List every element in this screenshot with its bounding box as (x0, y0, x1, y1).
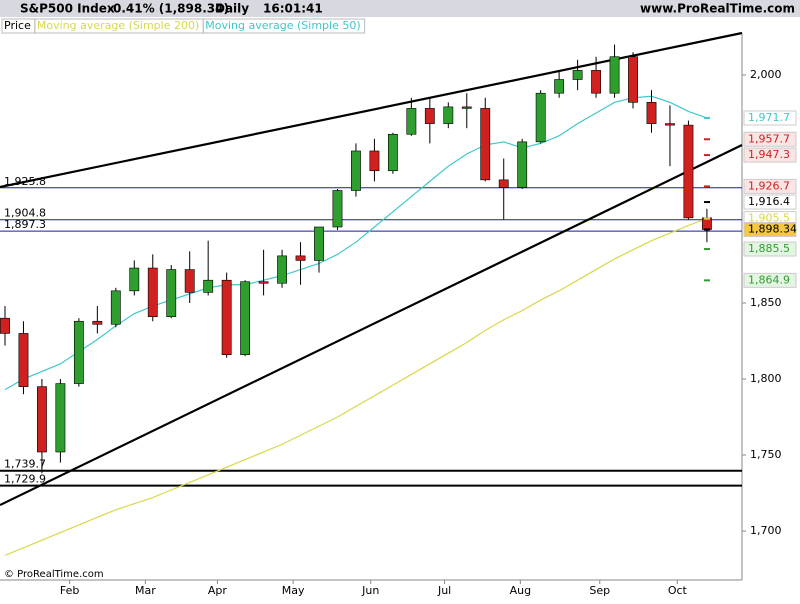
level-badge (743, 272, 797, 288)
x-tick-label: Sep (589, 584, 610, 597)
y-tick-label: 2,000 (750, 68, 782, 81)
candle-body (480, 108, 491, 181)
candle-body (461, 106, 472, 109)
x-tick-label: Mar (135, 584, 156, 597)
legend-entry: Moving average (Simple 200) (37, 19, 199, 32)
level-label: 1,947.3 (748, 148, 790, 161)
candle-body (277, 255, 287, 284)
candle-body (628, 56, 638, 103)
candle-body (18, 333, 29, 387)
level-label: 1,971.7 (748, 111, 790, 124)
candle-body (110, 290, 121, 325)
candle-body (332, 190, 343, 228)
footer: © ProRealTime.com (4, 569, 104, 580)
level-label: 1,864.9 (748, 273, 790, 286)
candle-body (221, 279, 232, 355)
legend-entry: Price (4, 19, 31, 32)
candle-body (166, 269, 177, 317)
x-tick-label: Aug (510, 584, 531, 597)
candle-body (37, 386, 47, 453)
candle-body (665, 123, 675, 126)
candle-body (554, 79, 565, 94)
candle-body (258, 281, 269, 284)
y-tick-label: 1,700 (750, 524, 782, 537)
candle-body (184, 269, 195, 293)
x-tick-label: Jun (361, 584, 379, 597)
level-badge (743, 178, 797, 194)
candle-body (609, 56, 620, 94)
candle-body (129, 267, 140, 292)
horizontal-line-label: 1,904.8 (4, 207, 46, 220)
moving-average-line (4, 218, 708, 556)
level-badge (743, 194, 797, 210)
site-link[interactable]: www.ProRealTime.com (640, 2, 795, 16)
level-label: 1,905.5 (748, 212, 790, 225)
y-tick-label: 1,750 (750, 448, 782, 461)
period: Daily (215, 2, 249, 16)
candle-body (73, 320, 84, 384)
horizontal-line-label: 1,897.3 (4, 218, 46, 231)
level-badge (743, 241, 797, 257)
candle-body (55, 383, 66, 453)
moving-average-line (4, 95, 708, 391)
candle-body (535, 92, 546, 143)
level-label: 1,926.7 (748, 179, 790, 192)
candle-body (314, 226, 324, 261)
level-label: 1,898.34 (748, 223, 797, 236)
x-tick-label: Jul (437, 584, 451, 597)
x-tick-label: Apr (208, 584, 228, 597)
x-tick-label: Oct (668, 584, 688, 597)
level-label: 1,916.4 (748, 195, 790, 208)
candle-body (683, 124, 694, 219)
level-badge (743, 147, 797, 163)
horizontal-line-label: 1,739.7 (4, 458, 46, 471)
candle-body (147, 267, 158, 317)
candle-body (646, 102, 657, 124)
level-badge (743, 110, 797, 126)
legend-box (202, 18, 366, 34)
candle-body (203, 279, 214, 293)
level-label: 1,957.7 (748, 132, 790, 145)
level-badge (743, 222, 797, 238)
candle-body (443, 106, 454, 124)
x-tick-label: May (282, 584, 305, 597)
candle-body (424, 108, 435, 124)
candle-body (295, 255, 306, 261)
clock: 16:01:41 (263, 2, 323, 16)
candle-body (572, 70, 583, 80)
candle-body (591, 70, 601, 94)
candle-body (369, 150, 380, 172)
header-bar (0, 0, 800, 17)
candle-body (498, 179, 509, 188)
legend-entry: Moving average (Simple 50) (205, 19, 360, 32)
y-tick-label: 1,800 (750, 372, 782, 385)
instrument-title: S&P500 Index (20, 2, 115, 16)
candle-body (387, 133, 398, 172)
candle-body (92, 320, 103, 325)
candle-body (0, 317, 10, 334)
candle-body (351, 150, 361, 191)
candle-body (240, 281, 251, 355)
candle-body (406, 108, 417, 135)
level-label: 1,885.5 (748, 242, 790, 255)
level-badge (743, 131, 797, 147)
candle-body (517, 141, 528, 188)
y-tick-label: 1,850 (750, 296, 782, 309)
trend-line (0, 144, 743, 507)
x-tick-label: Feb (60, 584, 79, 597)
price-change: -0.41% (1,898.34) (108, 2, 229, 16)
horizontal-line-label: 1,729.9 (4, 473, 46, 486)
